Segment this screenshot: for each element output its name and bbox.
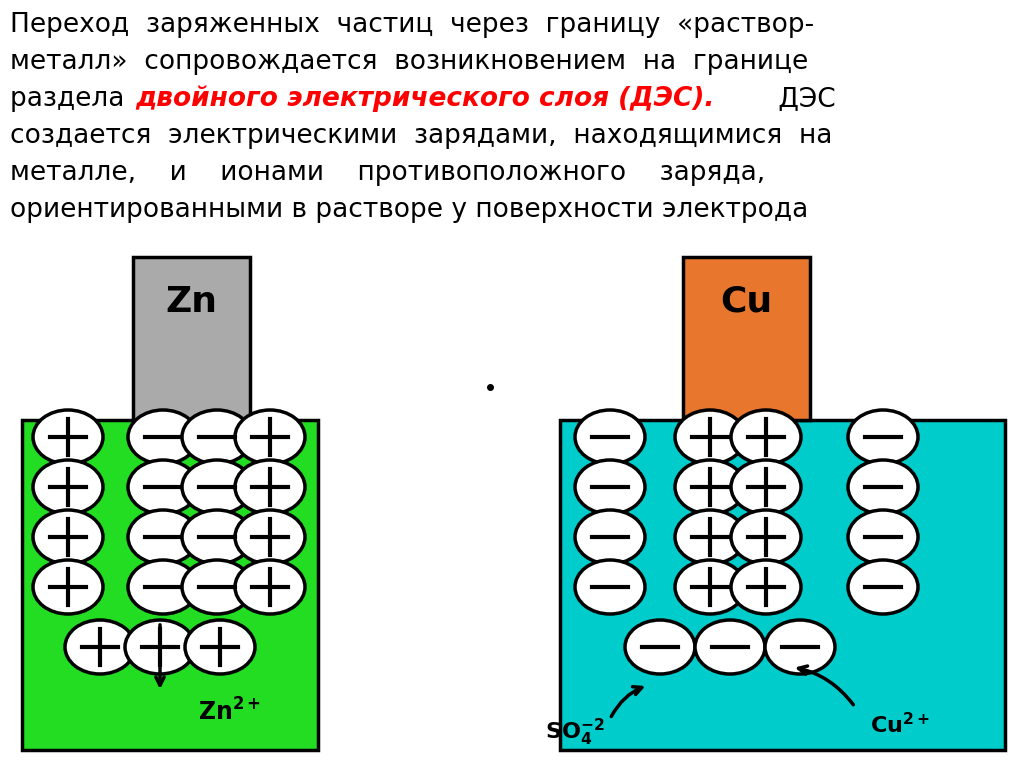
Ellipse shape bbox=[128, 410, 198, 464]
Text: создается  электрическими  зарядами,  находящимися  на: создается электрическими зарядами, наход… bbox=[10, 123, 833, 149]
Text: $\mathbf{Cu^{2+}}$: $\mathbf{Cu^{2+}}$ bbox=[870, 713, 930, 738]
Ellipse shape bbox=[234, 460, 305, 514]
Ellipse shape bbox=[848, 510, 918, 564]
Ellipse shape bbox=[675, 560, 745, 614]
Ellipse shape bbox=[575, 510, 645, 564]
Bar bbox=[560, 420, 1005, 750]
Text: Zn: Zn bbox=[166, 285, 217, 319]
Ellipse shape bbox=[675, 410, 745, 464]
Ellipse shape bbox=[675, 510, 745, 564]
Text: ориентированными в растворе у поверхности электрода: ориентированными в растворе у поверхност… bbox=[10, 197, 808, 223]
Ellipse shape bbox=[33, 510, 103, 564]
Ellipse shape bbox=[65, 620, 135, 674]
Ellipse shape bbox=[182, 410, 252, 464]
Ellipse shape bbox=[33, 410, 103, 464]
Text: Переход  заряженных  частиц  через  границу  «раствор-: Переход заряженных частиц через границу … bbox=[10, 12, 814, 38]
Ellipse shape bbox=[848, 410, 918, 464]
Ellipse shape bbox=[731, 410, 801, 464]
Ellipse shape bbox=[234, 410, 305, 464]
Ellipse shape bbox=[33, 460, 103, 514]
Ellipse shape bbox=[234, 560, 305, 614]
Bar bbox=[683, 257, 810, 420]
Ellipse shape bbox=[731, 510, 801, 564]
Ellipse shape bbox=[848, 560, 918, 614]
Ellipse shape bbox=[33, 560, 103, 614]
Bar bbox=[133, 257, 250, 420]
Ellipse shape bbox=[695, 620, 765, 674]
Text: Cu: Cu bbox=[721, 285, 772, 319]
Text: двойного электрического слоя (ДЭС).: двойного электрического слоя (ДЭС). bbox=[135, 86, 715, 113]
Text: $\mathbf{SO_4^{-2}}$: $\mathbf{SO_4^{-2}}$ bbox=[545, 716, 605, 748]
Text: $\mathbf{Zn^{2+}}$: $\mathbf{Zn^{2+}}$ bbox=[199, 699, 261, 726]
Ellipse shape bbox=[125, 620, 195, 674]
Ellipse shape bbox=[675, 460, 745, 514]
Ellipse shape bbox=[765, 620, 835, 674]
Ellipse shape bbox=[182, 510, 252, 564]
Text: раздела: раздела bbox=[10, 86, 141, 112]
Text: металл»  сопровождается  возникновением  на  границе: металл» сопровождается возникновением на… bbox=[10, 49, 808, 75]
Ellipse shape bbox=[848, 460, 918, 514]
Ellipse shape bbox=[128, 460, 198, 514]
Ellipse shape bbox=[185, 620, 255, 674]
Ellipse shape bbox=[625, 620, 695, 674]
Ellipse shape bbox=[731, 560, 801, 614]
Text: ДЭС: ДЭС bbox=[770, 86, 836, 112]
Ellipse shape bbox=[234, 510, 305, 564]
Ellipse shape bbox=[575, 410, 645, 464]
Ellipse shape bbox=[128, 510, 198, 564]
Text: металле,    и    ионами    противоположного    заряда,: металле, и ионами противоположного заряд… bbox=[10, 160, 765, 186]
Bar bbox=[22, 420, 318, 750]
Ellipse shape bbox=[731, 460, 801, 514]
Ellipse shape bbox=[575, 460, 645, 514]
Ellipse shape bbox=[182, 560, 252, 614]
Ellipse shape bbox=[575, 560, 645, 614]
Ellipse shape bbox=[128, 560, 198, 614]
Ellipse shape bbox=[182, 460, 252, 514]
